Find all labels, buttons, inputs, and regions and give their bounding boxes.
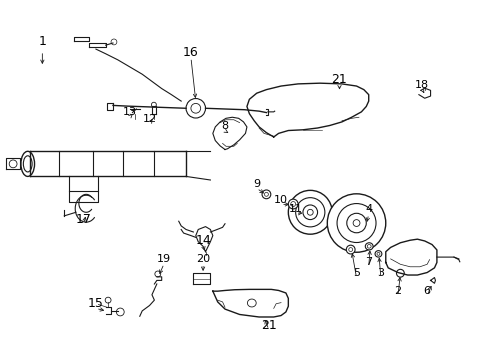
Text: 5: 5 <box>352 268 359 278</box>
Text: 20: 20 <box>196 254 210 264</box>
Circle shape <box>346 245 354 254</box>
Text: 7: 7 <box>365 257 371 267</box>
Text: 1: 1 <box>39 35 46 49</box>
Text: 8: 8 <box>221 121 228 131</box>
Text: 6: 6 <box>423 286 430 296</box>
Text: 12: 12 <box>142 114 156 124</box>
Circle shape <box>336 203 375 243</box>
Text: 4: 4 <box>365 204 371 214</box>
Circle shape <box>396 269 404 277</box>
Text: 10: 10 <box>273 195 287 205</box>
Text: 13: 13 <box>123 107 137 117</box>
Text: 21: 21 <box>261 319 276 332</box>
Circle shape <box>288 199 298 209</box>
Text: 18: 18 <box>414 80 428 90</box>
Circle shape <box>151 102 156 107</box>
Circle shape <box>190 103 200 113</box>
Text: 19: 19 <box>157 254 171 264</box>
Circle shape <box>111 39 117 45</box>
Circle shape <box>185 99 205 118</box>
Circle shape <box>105 297 111 303</box>
Ellipse shape <box>365 243 372 250</box>
Text: 11: 11 <box>288 204 302 214</box>
Text: 14: 14 <box>195 234 210 247</box>
Circle shape <box>262 190 270 199</box>
Text: 16: 16 <box>183 46 199 59</box>
Text: 9: 9 <box>253 179 260 189</box>
Circle shape <box>303 205 317 220</box>
Circle shape <box>307 210 312 215</box>
Circle shape <box>352 220 359 226</box>
Circle shape <box>116 308 124 316</box>
Circle shape <box>346 213 366 233</box>
Circle shape <box>288 190 331 234</box>
Text: 21: 21 <box>331 73 346 86</box>
Text: 17: 17 <box>76 213 92 226</box>
Circle shape <box>290 202 295 207</box>
Text: 2: 2 <box>393 286 401 296</box>
Ellipse shape <box>23 156 32 172</box>
Ellipse shape <box>366 244 370 248</box>
Ellipse shape <box>21 151 35 176</box>
Circle shape <box>9 160 17 168</box>
Circle shape <box>295 198 324 227</box>
Circle shape <box>348 248 352 252</box>
Ellipse shape <box>376 252 379 255</box>
Text: 3: 3 <box>377 268 384 278</box>
Ellipse shape <box>374 251 381 257</box>
Circle shape <box>326 194 385 252</box>
Circle shape <box>155 271 161 277</box>
Text: 15: 15 <box>88 297 103 310</box>
Circle shape <box>264 192 268 196</box>
